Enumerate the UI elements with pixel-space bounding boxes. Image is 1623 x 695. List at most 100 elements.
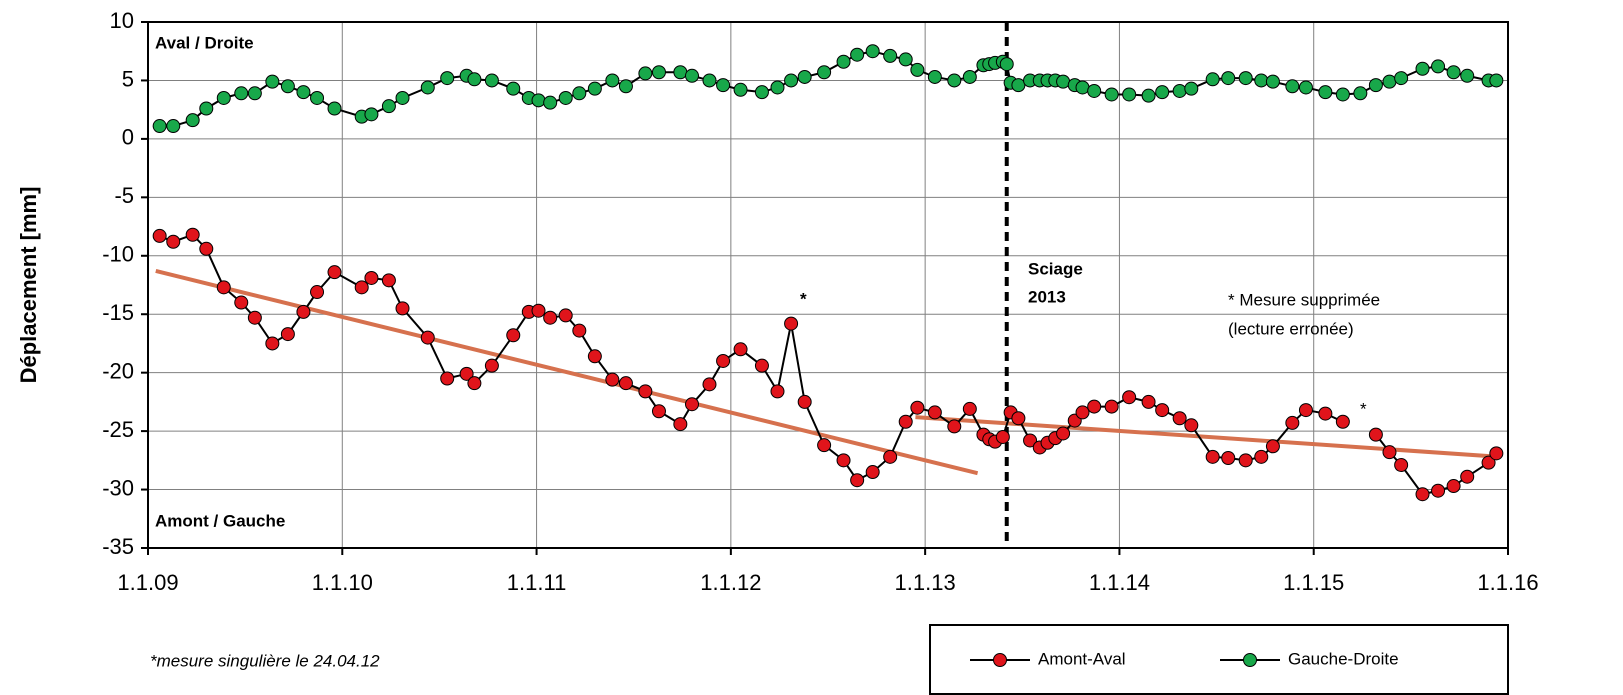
legend-label: Amont-Aval xyxy=(1038,649,1126,668)
y-tick-label: -20 xyxy=(102,358,134,383)
data-point xyxy=(1265,74,1280,89)
x-tick-label: 1.1.09 xyxy=(117,570,178,595)
data-point xyxy=(1087,399,1102,414)
data-point xyxy=(420,330,435,345)
data-point xyxy=(1446,65,1461,80)
legend-marker xyxy=(993,653,1007,667)
data-point xyxy=(898,52,913,67)
data-point xyxy=(685,68,699,83)
data-point xyxy=(1122,87,1137,102)
data-point xyxy=(440,71,455,86)
data-point xyxy=(685,397,699,412)
data-point xyxy=(1238,71,1253,86)
data-point xyxy=(543,310,558,325)
data-point xyxy=(947,419,962,434)
data-point xyxy=(1265,439,1280,454)
data-point xyxy=(1254,449,1269,464)
data-point xyxy=(883,48,898,63)
annotation: * xyxy=(800,289,807,308)
data-point xyxy=(754,85,769,100)
annotation: 2013 xyxy=(1028,287,1066,306)
data-point xyxy=(459,366,474,381)
x-tick-label: 1.1.14 xyxy=(1089,570,1150,595)
data-point xyxy=(651,404,666,419)
data-point xyxy=(484,73,499,88)
data-point xyxy=(1368,78,1383,93)
data-point xyxy=(310,90,325,105)
plot-border xyxy=(147,21,1509,549)
data-point xyxy=(1368,427,1383,442)
data-point xyxy=(1011,78,1026,93)
data-point xyxy=(770,80,785,95)
data-point xyxy=(1023,433,1038,448)
data-point xyxy=(185,113,200,128)
data-point xyxy=(898,414,913,429)
data-point xyxy=(296,304,311,319)
data-point xyxy=(605,372,620,387)
data-point xyxy=(702,377,717,392)
data-point xyxy=(296,85,311,100)
data-point xyxy=(702,73,717,88)
x-tick-label: 1.1.11 xyxy=(507,570,567,595)
data-point xyxy=(395,90,410,105)
legend-marker xyxy=(1243,653,1257,667)
y-tick-label: -25 xyxy=(102,417,134,442)
data-point xyxy=(265,336,280,351)
data-point xyxy=(587,349,602,364)
data-point xyxy=(199,241,214,256)
data-point xyxy=(1056,74,1071,89)
data-point xyxy=(1489,73,1504,88)
data-point xyxy=(673,417,688,432)
annotation: * xyxy=(1360,399,1367,418)
data-point xyxy=(572,323,587,338)
y-axis-label: Déplacement [mm] xyxy=(16,187,41,384)
data-point xyxy=(817,438,832,453)
data-point xyxy=(1353,86,1368,101)
data-point xyxy=(484,358,499,373)
data-point xyxy=(1221,450,1236,465)
data-point xyxy=(1318,85,1333,100)
data-point xyxy=(1056,426,1071,441)
data-point xyxy=(1415,61,1430,76)
footnote: *mesure singulière le 24.04.12 xyxy=(150,651,380,670)
data-point xyxy=(1238,453,1253,468)
data-point xyxy=(962,69,977,84)
data-point xyxy=(1298,403,1313,418)
y-tick-label: -5 xyxy=(114,183,134,208)
data-point xyxy=(850,473,865,488)
data-point xyxy=(999,57,1014,72)
data-point xyxy=(152,119,167,134)
data-point xyxy=(216,90,231,105)
trend-line xyxy=(155,269,979,476)
data-point xyxy=(1087,83,1102,98)
data-point xyxy=(1172,83,1187,98)
data-point xyxy=(817,65,832,80)
data-point xyxy=(1221,71,1236,86)
data-point xyxy=(754,358,769,373)
data-point xyxy=(531,303,546,318)
data-point xyxy=(1075,80,1090,95)
data-point xyxy=(185,227,200,242)
data-point xyxy=(995,429,1010,444)
data-point xyxy=(865,465,880,480)
data-point xyxy=(280,327,295,342)
data-point xyxy=(1122,390,1137,405)
data-point xyxy=(784,316,799,331)
data-point xyxy=(927,69,942,84)
data-point xyxy=(327,101,342,116)
x-tick-label: 1.1.16 xyxy=(1477,570,1538,595)
data-point xyxy=(234,295,249,310)
x-tick-label: 1.1.12 xyxy=(700,570,761,595)
data-point xyxy=(733,342,748,357)
data-point xyxy=(618,79,633,94)
data-point xyxy=(166,234,181,249)
data-point xyxy=(1184,81,1199,96)
data-point xyxy=(558,308,573,323)
x-tick-label: 1.1.13 xyxy=(895,570,956,595)
y-tick-label: -15 xyxy=(102,300,134,325)
data-point xyxy=(558,90,573,105)
data-point xyxy=(962,401,977,416)
data-point xyxy=(1172,411,1187,426)
x-tick-label: 1.1.15 xyxy=(1283,570,1344,595)
